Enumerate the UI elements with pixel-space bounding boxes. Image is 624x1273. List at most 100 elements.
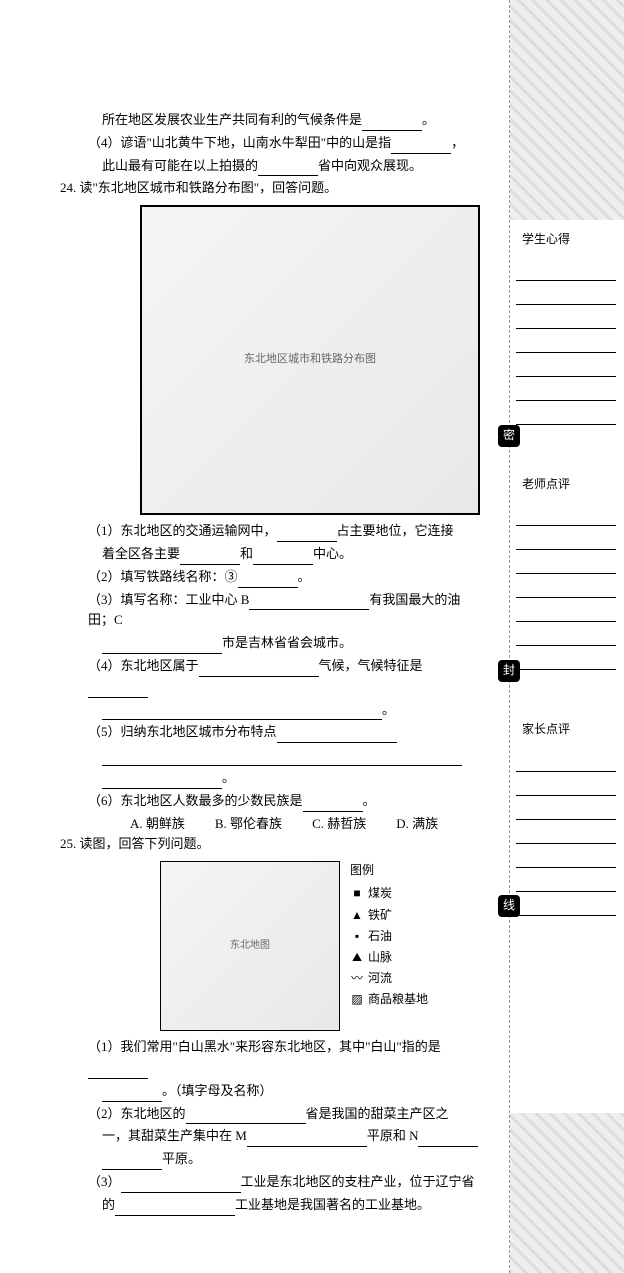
text: （1）东北地区的交通运输网中， <box>88 523 277 538</box>
line[interactable] <box>516 622 616 646</box>
text: 省中向观众展现。 <box>318 158 422 173</box>
blank[interactable] <box>247 1133 367 1147</box>
q24-sub1: （1）东北地区的交通运输网中， 占主要地位，它连接 <box>60 521 480 542</box>
blank[interactable] <box>88 1065 148 1079</box>
q25-title: 25. 读图，回答下列问题。 <box>60 834 480 855</box>
line[interactable] <box>516 526 616 550</box>
text: 市是吉林省省会城市。 <box>222 635 352 650</box>
q25-map-container: 东北地图 图例 ■煤炭 ▲铁矿 ▪石油 ⛰山脉 〰河流 ▨商品粮基地 <box>160 861 460 1031</box>
q25-sub3b: 的 工业基地是我国著名的工业基地。 <box>60 1195 480 1216</box>
legend: 图例 ■煤炭 ▲铁矿 ▪石油 ⛰山脉 〰河流 ▨商品粮基地 <box>340 861 460 1031</box>
option-a[interactable]: A. 朝鲜族 <box>130 814 185 835</box>
blank[interactable] <box>277 528 337 542</box>
option-c[interactable]: C. 赫哲族 <box>312 814 366 835</box>
text: 。 <box>363 793 376 808</box>
q24-sub3b: 市是吉林省省会城市。 <box>60 633 480 654</box>
blank[interactable] <box>249 596 369 610</box>
option-b[interactable]: B. 鄂伦春族 <box>215 814 282 835</box>
seal-marker-mi: 密 <box>498 425 520 447</box>
text: 的 <box>102 1197 115 1212</box>
legend-coal: ■煤炭 <box>350 884 460 903</box>
legend-river: 〰河流 <box>350 969 460 988</box>
iron-icon: ▲ <box>350 906 364 925</box>
text: （4）谚语"山北黄牛下地，山南水牛犁田"中的山是指 <box>88 135 391 150</box>
text: 占主要地位，它连接 <box>337 523 454 538</box>
q24-sub1b: 着全区各主要和中心。 <box>60 544 480 565</box>
label: 商品粮基地 <box>368 990 428 1009</box>
line[interactable] <box>516 598 616 622</box>
line[interactable] <box>516 646 616 670</box>
parent-comment-box: 家长点评 <box>516 720 616 915</box>
blank[interactable] <box>180 551 240 565</box>
line[interactable] <box>516 892 616 916</box>
box-title: 家长点评 <box>516 720 616 739</box>
text: 。（填字母及名称） <box>162 1083 273 1098</box>
q24-sub4b: 。 <box>60 700 480 721</box>
line[interactable] <box>516 772 616 796</box>
damask-pattern-bottom <box>510 1113 624 1273</box>
text: （4）东北地区属于 <box>88 658 199 673</box>
label: 河流 <box>368 969 392 988</box>
line[interactable] <box>516 748 616 772</box>
line[interactable] <box>516 401 616 425</box>
line[interactable] <box>516 281 616 305</box>
q25-sub3: （3）工业是东北地区的支柱产业，位于辽宁省 <box>60 1172 480 1193</box>
text: 所在地区发展农业生产共同有利的气候条件是 <box>102 112 362 127</box>
lines <box>516 257 616 425</box>
line[interactable] <box>516 305 616 329</box>
blank[interactable] <box>391 140 451 154</box>
blank[interactable] <box>102 1156 162 1170</box>
intro-line-2: （4）谚语"山北黄牛下地，山南水牛犁田"中的山是指， <box>60 133 480 154</box>
line[interactable] <box>516 502 616 526</box>
text: 省是我国的甜菜主产区之 <box>306 1106 449 1121</box>
text: （2）填写铁路线名称：③ <box>88 569 238 584</box>
option-d[interactable]: D. 满族 <box>396 814 438 835</box>
text: （3）填写名称：工业中心 B <box>88 592 249 607</box>
seal-marker-xian: 线 <box>498 895 520 917</box>
blank[interactable] <box>121 1179 241 1193</box>
q25-sub2b: 一，其甜菜生产集中在 M平原和 N <box>60 1126 480 1147</box>
blank[interactable] <box>258 162 318 176</box>
blank[interactable] <box>238 574 298 588</box>
line[interactable] <box>516 574 616 598</box>
line[interactable] <box>516 844 616 868</box>
blank[interactable] <box>199 663 319 677</box>
blank[interactable] <box>186 1110 306 1124</box>
legend-iron: ▲铁矿 <box>350 906 460 925</box>
lines <box>516 748 616 916</box>
blank[interactable] <box>102 706 382 720</box>
text: 。 <box>222 770 235 785</box>
blank[interactable] <box>115 1202 235 1216</box>
blank[interactable] <box>102 640 222 654</box>
line[interactable] <box>516 257 616 281</box>
blank[interactable] <box>253 551 313 565</box>
label: 石油 <box>368 927 392 946</box>
blank[interactable] <box>277 729 397 743</box>
text: 。 <box>298 569 311 584</box>
q24-options: A. 朝鲜族 B. 鄂伦春族 C. 赫哲族 D. 满族 <box>60 814 480 835</box>
text: 工业基地是我国著名的工业基地。 <box>235 1197 430 1212</box>
blank[interactable] <box>102 1088 162 1102</box>
line[interactable] <box>516 353 616 377</box>
blank[interactable] <box>303 798 363 812</box>
main-content: 所在地区发展农业生产共同有利的气候条件是。 （4）谚语"山北黄牛下地，山南水牛犁… <box>0 0 500 1238</box>
line[interactable] <box>516 550 616 574</box>
line[interactable] <box>516 820 616 844</box>
q24-sub5: （5）归纳东北地区城市分布特点 <box>60 722 480 743</box>
line[interactable] <box>516 377 616 401</box>
text: （2）东北地区的 <box>88 1106 186 1121</box>
text: 平原和 N <box>367 1128 419 1143</box>
q25-sub2c: 平原。 <box>60 1149 480 1170</box>
blank[interactable] <box>418 1133 478 1147</box>
line[interactable] <box>516 868 616 892</box>
q24-sub5c: 。 <box>60 768 480 789</box>
legend-title: 图例 <box>350 861 460 880</box>
blank[interactable] <box>88 684 148 698</box>
legend-mountain: ⛰山脉 <box>350 948 460 967</box>
coal-icon: ■ <box>350 884 364 903</box>
blank[interactable] <box>362 117 422 131</box>
line[interactable] <box>516 329 616 353</box>
line[interactable] <box>516 796 616 820</box>
blank[interactable] <box>102 775 222 789</box>
blank[interactable] <box>102 752 462 766</box>
